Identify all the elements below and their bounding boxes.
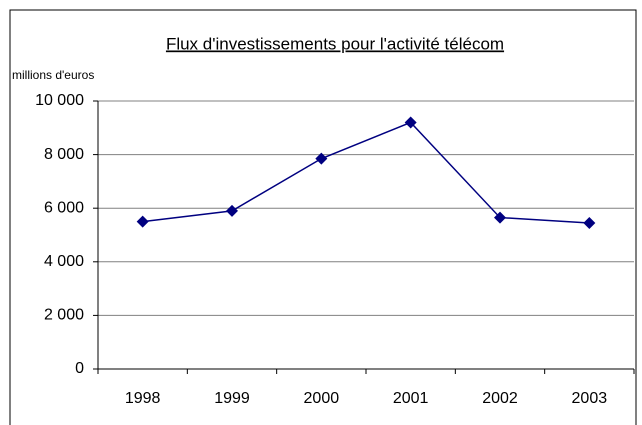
marker [315,152,328,165]
marker [136,215,149,228]
y-tick-label: 4 000 [44,253,84,270]
chart-frame [9,9,637,425]
y-tick-label: 6 000 [44,199,84,216]
x-tick-label: 2000 [304,390,340,407]
y-axis-label: millions d'euros [12,68,94,82]
x-tick-label: 2002 [482,390,518,407]
marker [494,211,506,224]
y-tick-label: 2 000 [44,307,84,324]
chart-title: Flux d'investissements pour l'activité t… [166,34,504,53]
y-tick-label: 8 000 [44,146,84,163]
marker [226,204,238,217]
x-tick-label: 2003 [572,390,608,407]
y-tick-label: 10 000 [35,92,84,109]
x-tick-label: 2001 [393,390,429,407]
marker [404,116,417,129]
x-tick-label: 1999 [214,390,250,407]
marker [583,216,596,229]
x-tick-label: 1998 [125,390,161,407]
y-tick-label: 0 [75,360,84,377]
line [142,121,590,224]
